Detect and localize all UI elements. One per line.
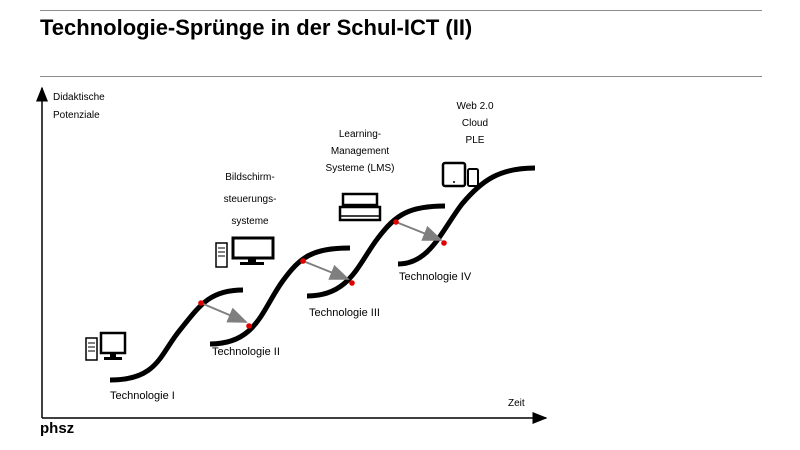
caption-stage4-line2: Cloud (462, 118, 488, 129)
transition-end-marker (349, 280, 355, 286)
caption-stage3-line1: Learning- (339, 129, 381, 140)
transition-start-marker (198, 300, 204, 306)
phsz-logo: phsz (40, 420, 75, 437)
caption-stage2-line1: Bildschirm- (225, 172, 274, 183)
s-curve-3 (306, 203, 446, 299)
s-curve-4 (397, 165, 536, 267)
transition-start-marker (300, 258, 306, 264)
stage-label-1: Technologie I (110, 390, 175, 402)
laptop-icon (338, 192, 382, 222)
caption-stage2-line3: systeme (231, 216, 269, 227)
desktop-pc-icon (85, 331, 127, 361)
transition-start-marker (393, 219, 399, 225)
transition-arrow-3 (395, 221, 443, 241)
tablet-phone-icon (441, 161, 479, 188)
top-rule (40, 10, 762, 11)
transition-arrow-2 (302, 260, 350, 280)
caption-stage2-line2: steuerungs- (224, 194, 277, 205)
caption-stage3-line3: Systeme (LMS) (326, 163, 395, 174)
stage-label-4: Technologie IV (399, 271, 472, 283)
desktop-monitor-icon (215, 236, 275, 268)
title-underline-rule (40, 76, 762, 77)
stage-label-2: Technologie II (212, 346, 280, 358)
stage-label-3: Technologie III (309, 307, 380, 319)
x-axis-label: Zeit (508, 398, 525, 409)
s-curve-1 (109, 287, 244, 383)
transition-end-marker (441, 240, 447, 246)
caption-stage4-line1: Web 2.0 (456, 101, 493, 112)
y-axis-label-line2: Potenziale (53, 110, 100, 121)
transition-end-marker (246, 323, 252, 329)
caption-stage3-line2: Management (331, 146, 390, 157)
s-curve-2 (209, 245, 351, 347)
page-title: Technologie-Sprünge in der Schul-ICT (II… (40, 15, 473, 40)
y-axis-label-line1: Didaktische (53, 92, 105, 103)
caption-stage4-line3: PLE (466, 135, 485, 146)
transition-arrow-1 (200, 302, 248, 323)
